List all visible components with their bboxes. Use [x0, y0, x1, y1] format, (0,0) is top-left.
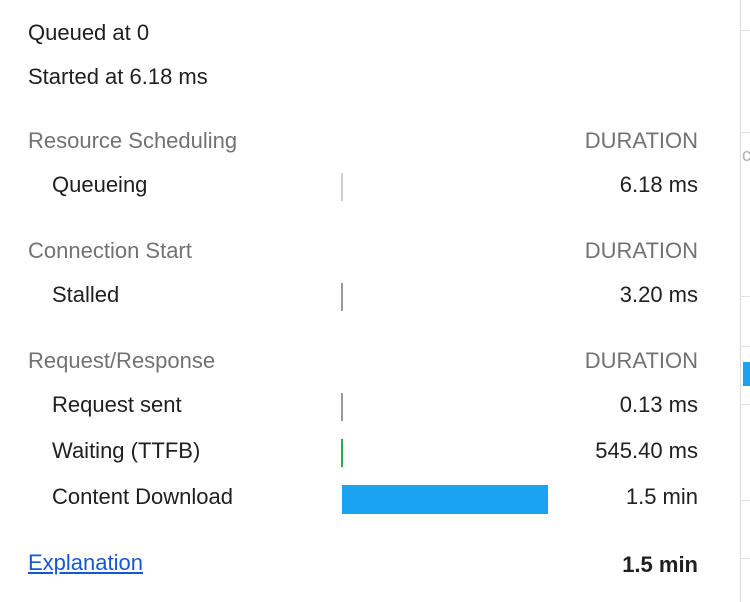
row-label-content-download: Content Download	[52, 484, 234, 509]
row-label-request-sent: Request sent	[52, 392, 182, 417]
timing-bar-track	[340, 484, 550, 514]
row-value-content-download: 1.5 min	[625, 484, 698, 509]
panel-divider	[741, 296, 750, 297]
explanation-link[interactable]: Explanation	[28, 550, 143, 575]
panel-divider	[741, 132, 750, 133]
timing-bar-stalled	[341, 283, 343, 311]
section-title-connection-start: Connection Start	[28, 238, 192, 263]
cropped-glyph: c	[742, 145, 750, 165]
timing-bar-track	[340, 438, 550, 468]
panel-divider	[741, 30, 750, 31]
panel-divider	[741, 500, 750, 501]
total-duration: 1.5 min	[622, 552, 698, 577]
queued-at-text: Queued at 0	[28, 20, 150, 45]
timing-bar-queueing	[341, 173, 343, 201]
timing-bar-request-sent	[341, 393, 343, 421]
row-label-stalled: Stalled	[52, 282, 120, 307]
duration-header: DURATION	[584, 348, 698, 373]
section-title-request-response: Request/Response	[28, 348, 216, 373]
row-value-stalled: 3.20 ms	[619, 282, 698, 307]
row-label-queueing: Queueing	[52, 172, 148, 197]
section-title-resource-scheduling: Resource Scheduling	[28, 128, 238, 153]
timing-bar-waiting-ttfb	[341, 439, 343, 467]
selected-request-row-indicator[interactable]	[743, 362, 750, 386]
panel-divider	[741, 404, 750, 405]
duration-header: DURATION	[584, 128, 698, 153]
panel-divider	[741, 558, 750, 559]
timing-bar-track	[340, 172, 550, 202]
row-value-queueing: 6.18 ms	[619, 172, 698, 197]
background-network-panel-edge: c	[740, 0, 750, 602]
row-label-waiting-ttfb: Waiting (TTFB)	[52, 438, 201, 463]
duration-header: DURATION	[584, 238, 698, 263]
row-value-waiting-ttfb: 545.40 ms	[595, 438, 698, 463]
started-at-text: Started at 6.18 ms	[28, 64, 208, 89]
timing-bar-track	[340, 282, 550, 312]
row-value-request-sent: 0.13 ms	[619, 392, 698, 417]
panel-divider	[741, 346, 750, 347]
timing-bar-track	[340, 392, 550, 422]
timing-bar-content-download	[342, 485, 548, 514]
